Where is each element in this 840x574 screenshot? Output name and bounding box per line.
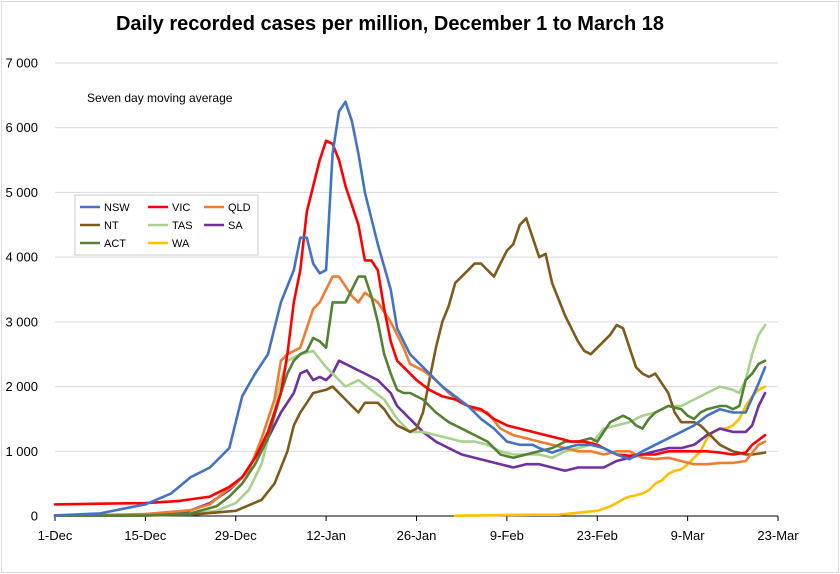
annotation: Seven day moving average	[87, 91, 233, 105]
x-tick-label: 1-Dec	[38, 528, 73, 543]
y-tick-label: 6 000	[5, 120, 38, 135]
series-line-nsw	[53, 100, 767, 517]
series-line-wa	[453, 385, 767, 517]
y-tick-label: 7 000	[5, 56, 38, 71]
legend-label-qld: QLD	[228, 202, 251, 214]
y-tick-label: 5 000	[5, 185, 38, 200]
x-tick-label: 23-Mar	[757, 528, 799, 543]
x-tick-label: 29-Dec	[215, 528, 257, 543]
legend-label-sa: SA	[228, 220, 243, 232]
legend-label-nsw: NSW	[104, 202, 130, 214]
legend-label-nt: NT	[104, 220, 119, 232]
series-line-sa	[53, 359, 767, 517]
series-line-act	[53, 275, 767, 517]
series-line-qld	[53, 275, 767, 517]
series-line-vic	[53, 139, 767, 506]
y-tick-label: 0	[31, 509, 38, 524]
y-tick-label: 2 000	[5, 379, 38, 394]
legend-label-tas: TAS	[172, 220, 193, 232]
x-tick-label: 26-Jan	[397, 528, 437, 543]
y-tick-label: 4 000	[5, 250, 38, 265]
x-tick-label: 12-Jan	[306, 528, 346, 543]
y-axis: 0 1 000 2 000 3 000 4 000 5 000 6 000 7 000	[5, 56, 38, 524]
x-axis: 1-Dec 15-Dec 29-Dec 12-Jan 26-Jan 9-Feb 23-Feb…	[38, 516, 799, 543]
x-tick-label: 23-Feb	[577, 528, 618, 543]
series-line-nt	[53, 217, 767, 517]
y-tick-label: 1 000	[5, 444, 38, 459]
x-tick-label: 15-Dec	[124, 528, 166, 543]
legend: NSW VIC QLD NT TAS SA ACT WA	[74, 194, 259, 256]
legend-label-vic: VIC	[172, 202, 190, 214]
legend-label-act: ACT	[104, 238, 126, 250]
legend-label-wa: WA	[172, 238, 190, 250]
chart-title: Daily recorded cases per million, Decemb…	[116, 13, 664, 35]
series-lines	[53, 100, 767, 517]
x-tick-label: 9-Mar	[671, 528, 706, 543]
series-line-tas	[53, 323, 767, 517]
x-tick-label: 9-Feb	[490, 528, 524, 543]
y-tick-label: 3 000	[5, 314, 38, 329]
